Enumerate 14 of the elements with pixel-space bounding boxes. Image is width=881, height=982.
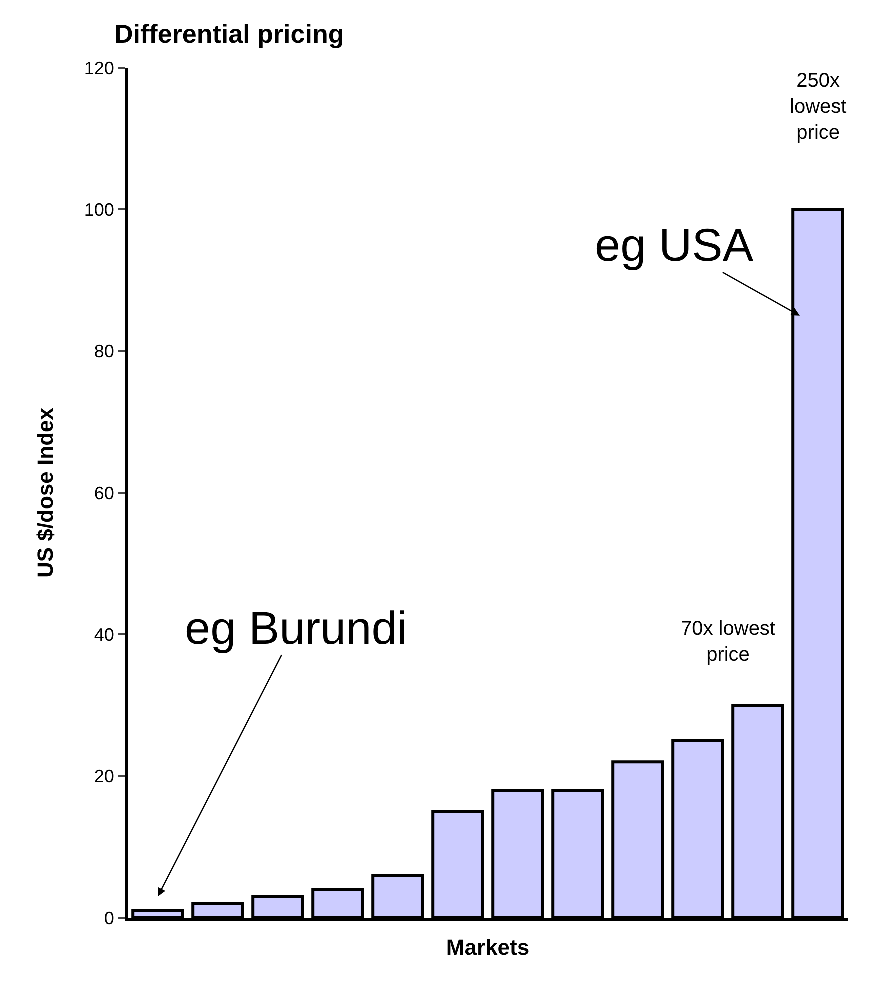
chart-title: Differential pricing — [114, 18, 344, 49]
y-tick-label: 20 — [94, 766, 114, 787]
y-tick-label: 40 — [94, 624, 114, 645]
y-tick-label: 120 — [84, 58, 114, 78]
y-tick-label: 0 — [104, 908, 114, 928]
annotation: eg Burundi — [185, 602, 408, 654]
annotation: 70x lowest price — [681, 618, 776, 666]
y-tick-label: 60 — [94, 483, 114, 504]
annotation: 250x lowest price — [790, 70, 848, 144]
y-axis-title: US $/dose Index — [33, 407, 58, 578]
annotation: eg USA — [595, 219, 754, 271]
y-tick-label: 100 — [84, 200, 114, 220]
y-tick-label: 80 — [94, 342, 114, 362]
x-axis-title: Markets — [446, 934, 530, 960]
